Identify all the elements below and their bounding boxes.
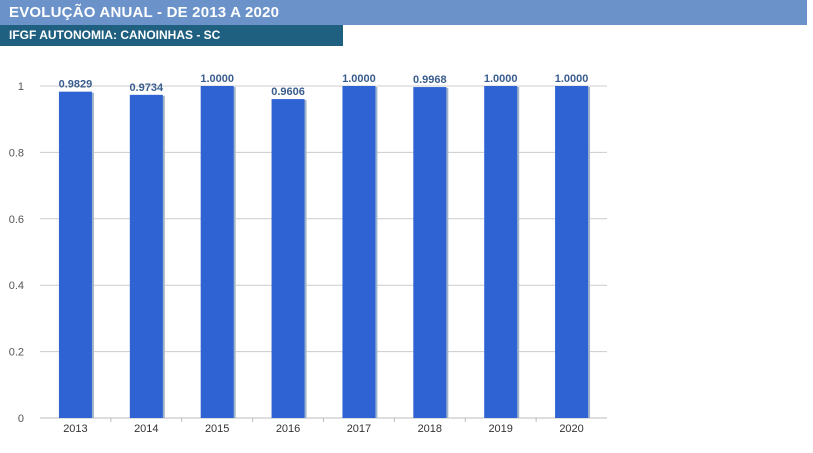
y-tick-label: 0.6 xyxy=(9,214,24,226)
data-label: 1.0000 xyxy=(200,73,234,85)
data-label: 0.9734 xyxy=(129,82,164,94)
x-tick-label: 2013 xyxy=(63,423,87,435)
y-tick-label: 0.8 xyxy=(9,147,24,159)
y-tick-label: 1 xyxy=(18,81,24,93)
bar xyxy=(200,86,234,418)
bar xyxy=(58,91,92,419)
chart-title: EVOLUÇÃO ANUAL - DE 2013 A 2020 xyxy=(9,4,280,21)
bar xyxy=(555,86,589,418)
data-label: 0.9829 xyxy=(59,79,93,91)
bar xyxy=(413,87,447,418)
x-tick-label: 2018 xyxy=(418,423,442,435)
x-tick-label: 2015 xyxy=(205,423,229,435)
data-label: 0.9606 xyxy=(271,86,305,98)
subheader-bar: IFGF AUTONOMIA: CANOINHAS - SC xyxy=(0,25,343,46)
chart-subtitle: IFGF AUTONOMIA: CANOINHAS - SC xyxy=(9,28,221,42)
header-bar: EVOLUÇÃO ANUAL - DE 2013 A 2020 xyxy=(0,0,807,25)
x-tick-label: 2016 xyxy=(276,423,300,435)
y-tick-label: 0.2 xyxy=(9,347,24,359)
bar xyxy=(484,86,518,418)
data-label: 1.0000 xyxy=(484,73,518,85)
bar xyxy=(129,94,163,418)
y-tick-label: 0 xyxy=(18,413,24,425)
x-tick-label: 2020 xyxy=(559,423,583,435)
y-tick-label: 0.4 xyxy=(9,280,24,292)
x-tick-label: 2019 xyxy=(488,423,512,435)
data-label: 1.0000 xyxy=(342,73,376,85)
data-label: 0.9968 xyxy=(413,74,447,86)
data-label: 1.0000 xyxy=(555,73,589,85)
bar xyxy=(271,99,305,418)
bar xyxy=(342,86,376,418)
x-tick-label: 2014 xyxy=(134,423,158,435)
x-tick-label: 2017 xyxy=(347,423,371,435)
